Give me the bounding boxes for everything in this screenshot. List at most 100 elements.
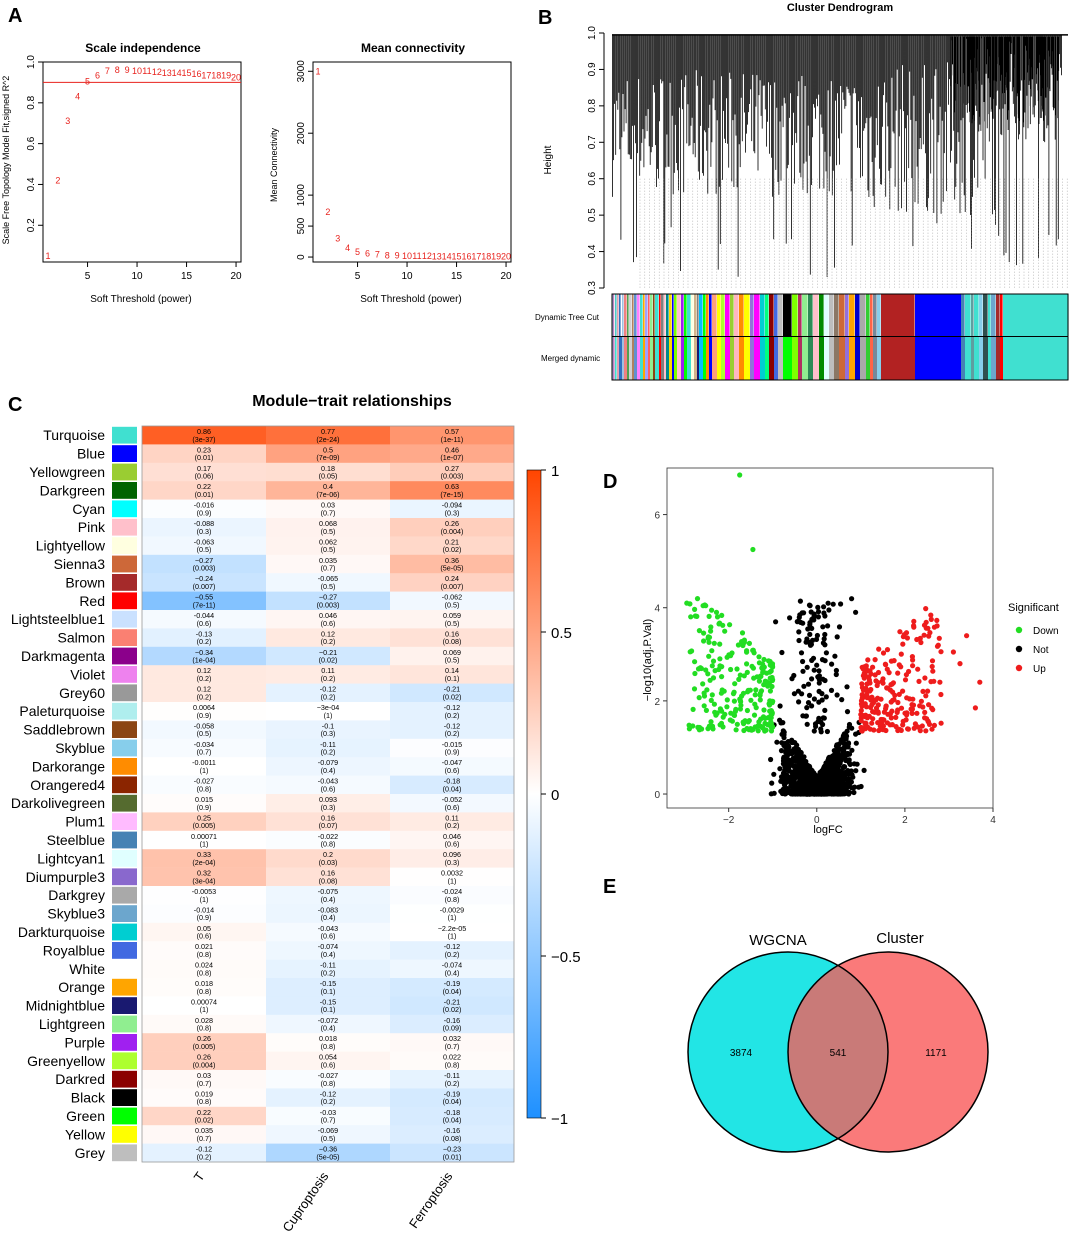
y-tick-label: 0	[296, 254, 307, 260]
data-point	[746, 718, 752, 724]
data-point-label: 10	[132, 66, 142, 76]
module-color-segment	[648, 337, 651, 380]
correlation-value: 0.05	[197, 924, 211, 933]
data-point	[898, 664, 904, 670]
data-point	[713, 609, 720, 615]
heatmap-cell	[142, 904, 266, 924]
heatmap-cell	[390, 518, 514, 537]
heatmap-cell	[266, 462, 390, 482]
data-point	[837, 773, 843, 779]
p-value: (0.6)	[321, 932, 336, 941]
heatmap-cell	[390, 1088, 514, 1108]
data-point	[785, 739, 791, 745]
p-value: (0.5)	[321, 527, 336, 536]
data-point	[696, 628, 703, 634]
correlation-value: 0.23	[197, 445, 211, 454]
p-value: (0.9)	[197, 711, 212, 720]
data-point	[875, 702, 881, 708]
data-point	[709, 663, 715, 669]
module-color-segment	[612, 337, 614, 380]
module-label: Black	[71, 1090, 106, 1106]
correlation-value: -0.047	[442, 758, 462, 767]
data-point	[740, 690, 747, 696]
module-label: Yellowgreen	[29, 464, 105, 480]
heatmap-cell	[142, 794, 266, 813]
data-point	[711, 640, 717, 646]
data-point	[686, 726, 693, 732]
venn-count-cluster-only: 1171	[925, 1048, 947, 1059]
correlation-value: 0.46	[445, 445, 459, 454]
module-color-segment	[684, 337, 688, 380]
correlation-value: −0.23	[443, 1145, 461, 1154]
correlation-value: -0.11	[320, 961, 336, 970]
p-value: (0.2)	[321, 968, 336, 977]
data-point	[767, 688, 774, 694]
p-value: (0.3)	[445, 858, 460, 867]
data-point-label: 6	[365, 249, 370, 259]
correlation-value: 0.32	[197, 869, 211, 878]
module-label: White	[69, 961, 105, 977]
correlation-value: -0.022	[318, 832, 338, 841]
correlation-value: -0.094	[442, 501, 462, 510]
data-point	[900, 718, 906, 724]
data-point	[783, 750, 789, 756]
data-point	[744, 669, 750, 676]
module-color-segment	[637, 337, 641, 380]
data-point	[756, 719, 762, 725]
correlation-value: 0.03	[197, 1071, 211, 1080]
module-color-segment	[674, 337, 678, 380]
data-point	[838, 779, 844, 785]
heatmap-cell	[390, 1106, 514, 1126]
module-label: Turquoise	[43, 427, 105, 443]
heatmap-cell	[266, 628, 390, 648]
p-value: (0.07)	[319, 821, 338, 830]
correlation-value: -0.21	[444, 685, 460, 694]
data-point	[858, 707, 864, 714]
p-value: (1e-07)	[440, 453, 463, 462]
module-color-segment	[845, 294, 849, 336]
data-point	[922, 675, 928, 681]
p-value: (0.08)	[319, 876, 338, 885]
correlation-value: 0.77	[321, 427, 335, 436]
p-value: (0.7)	[197, 1079, 212, 1088]
data-point	[773, 619, 779, 625]
p-value: (0.4)	[321, 766, 336, 775]
p-value: (0.003)	[441, 472, 464, 481]
heatmap-cell	[390, 591, 514, 611]
module-color-swatch	[112, 776, 137, 794]
heatmap-cell	[390, 702, 514, 721]
correlation-value: 0.068	[319, 519, 337, 528]
dendrogram-branches	[612, 34, 1062, 277]
data-point	[864, 695, 870, 701]
data-point-label: 11	[142, 66, 151, 76]
module-label: Darkturquoise	[18, 924, 105, 940]
heatmap-cell	[142, 812, 266, 832]
data-point-label: 18	[481, 252, 491, 262]
data-point	[889, 708, 895, 714]
venn-diagram: WGCNA Cluster 3874 541 1171	[687, 930, 989, 1153]
data-point	[798, 756, 804, 762]
data-point	[796, 783, 802, 790]
module-color-swatch	[112, 886, 137, 904]
correlation-value: 0.27	[445, 464, 459, 473]
data-point	[844, 728, 850, 734]
p-value: (0.8)	[445, 1060, 460, 1069]
correlation-value: 0.14	[445, 666, 459, 675]
module-label: Sienna3	[54, 556, 106, 572]
heatmap-cell	[266, 996, 390, 1016]
data-point-label: 14	[172, 68, 182, 78]
data-point	[808, 767, 814, 773]
data-point	[927, 630, 933, 636]
module-color-segment	[849, 294, 855, 336]
module-color-segment	[881, 337, 916, 380]
legend-marker	[1015, 645, 1023, 653]
data-point	[897, 629, 903, 635]
data-point	[735, 642, 742, 648]
module-color-segment	[979, 337, 984, 380]
correlation-value: −3e-04	[317, 703, 340, 712]
module-color-segment	[669, 294, 672, 336]
module-color-swatch	[112, 1015, 137, 1033]
data-point-label: 20	[231, 72, 241, 82]
correlation-value: -0.12	[196, 1145, 212, 1154]
module-color-segment	[974, 337, 980, 380]
